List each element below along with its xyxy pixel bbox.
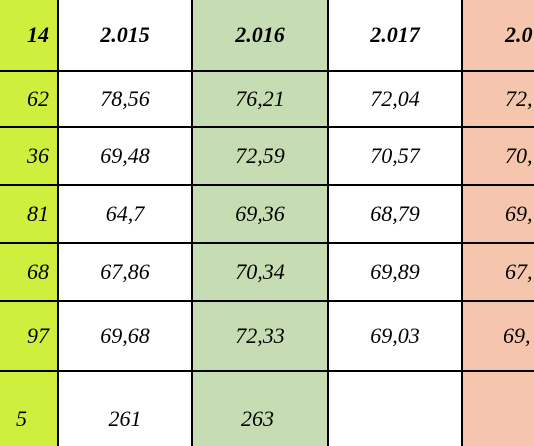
- table-cell: 72,04: [370, 86, 420, 111]
- header-cell-2014: 14: [0, 0, 57, 70]
- table-cell: 62: [0, 72, 57, 126]
- table-cell: 72,: [463, 72, 534, 126]
- table-cell: 67,: [463, 244, 534, 300]
- row-divider: [0, 300, 534, 302]
- table-cell: 97: [0, 302, 57, 370]
- table-cell: 76,21: [193, 72, 327, 126]
- column-divider: [461, 0, 463, 446]
- table-cell: 69,68: [100, 323, 150, 348]
- table-cell: 69,36: [193, 186, 327, 242]
- table-cell: 69,: [463, 186, 534, 242]
- table-cell: 68,79: [370, 201, 420, 226]
- table-cell: 70,: [463, 128, 534, 184]
- header-cell-2016: 2.016: [193, 0, 327, 70]
- table-cell: 70,57: [370, 143, 420, 168]
- row-divider: [0, 70, 534, 72]
- table-cell: 78,56: [100, 86, 150, 111]
- table-cell: 81: [0, 186, 57, 242]
- row-divider: [0, 370, 534, 372]
- row-divider: [0, 126, 534, 128]
- table-cell: 70,34: [193, 244, 327, 300]
- table-cell: [329, 372, 461, 446]
- table-cell: 69,89: [370, 259, 420, 284]
- table-cell: 67,86: [100, 259, 150, 284]
- header-cell-2018: 2.0: [463, 0, 534, 70]
- table-cell: 64,7: [105, 201, 145, 226]
- column-divider: [327, 0, 329, 446]
- table-cell: 263: [193, 372, 327, 446]
- column-divider: [191, 0, 193, 446]
- header-cell-2017: 2.017: [370, 22, 420, 47]
- table-cell: 72,33: [193, 302, 327, 370]
- column-divider: [57, 0, 59, 446]
- table-cell: 261: [108, 406, 142, 431]
- header-cell-2015: 2.015: [100, 22, 150, 47]
- table-cell: 69,: [463, 302, 534, 370]
- table-cell: 69,48: [100, 143, 150, 168]
- row-divider: [0, 242, 534, 244]
- table-cell: 72,59: [193, 128, 327, 184]
- table-cell: 68: [0, 244, 57, 300]
- table-cell: 5: [0, 372, 57, 446]
- row-divider: [0, 184, 534, 186]
- table-cell: 36: [0, 128, 57, 184]
- table-cell: [463, 372, 534, 446]
- table-cell: 69,03: [370, 323, 420, 348]
